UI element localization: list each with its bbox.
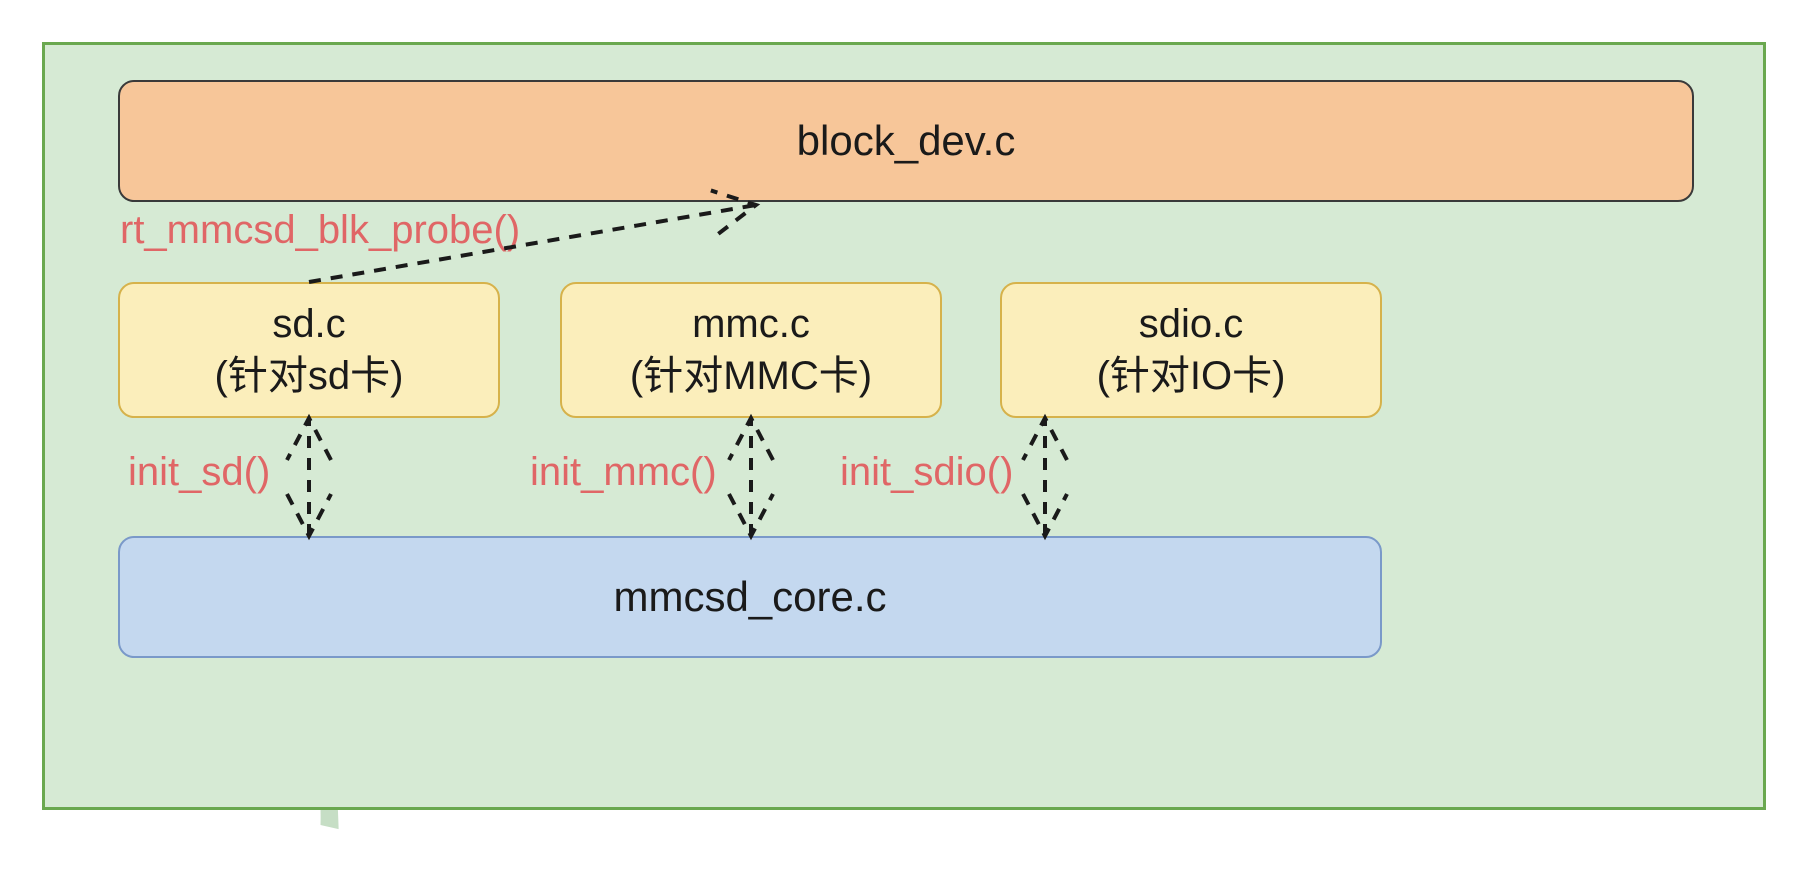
node-mmc-line0: mmc.c (692, 298, 810, 350)
node-sd-line0: sd.c (272, 298, 345, 350)
node-sdio-line1: (针对IO卡) (1097, 350, 1286, 402)
edge-label-init-sd: init_sd() (128, 450, 270, 495)
edge-label-init-sdio: init_sdio() (840, 450, 1013, 495)
node-block_dev-line0: block_dev.c (797, 114, 1016, 169)
node-mmcsd_core-line0: mmcsd_core.c (613, 570, 886, 625)
node-mmc-line1: (针对MMC卡) (630, 350, 872, 402)
diagram-canvas: 深圳雷龙发展 block_dev.c sd.c(针对sd卡) mmc.c(针对M… (0, 0, 1808, 848)
edge-label-probe: rt_mmcsd_blk_probe() (120, 208, 520, 253)
node-sd: sd.c(针对sd卡) (118, 282, 500, 418)
node-sdio-line0: sdio.c (1139, 298, 1244, 350)
edge-label-init-mmc: init_mmc() (530, 450, 717, 495)
node-mmc: mmc.c(针对MMC卡) (560, 282, 942, 418)
node-sd-line1: (针对sd卡) (215, 350, 404, 402)
node-block-dev: block_dev.c (118, 80, 1694, 202)
node-sdio: sdio.c(针对IO卡) (1000, 282, 1382, 418)
node-mmcsd-core: mmcsd_core.c (118, 536, 1382, 658)
